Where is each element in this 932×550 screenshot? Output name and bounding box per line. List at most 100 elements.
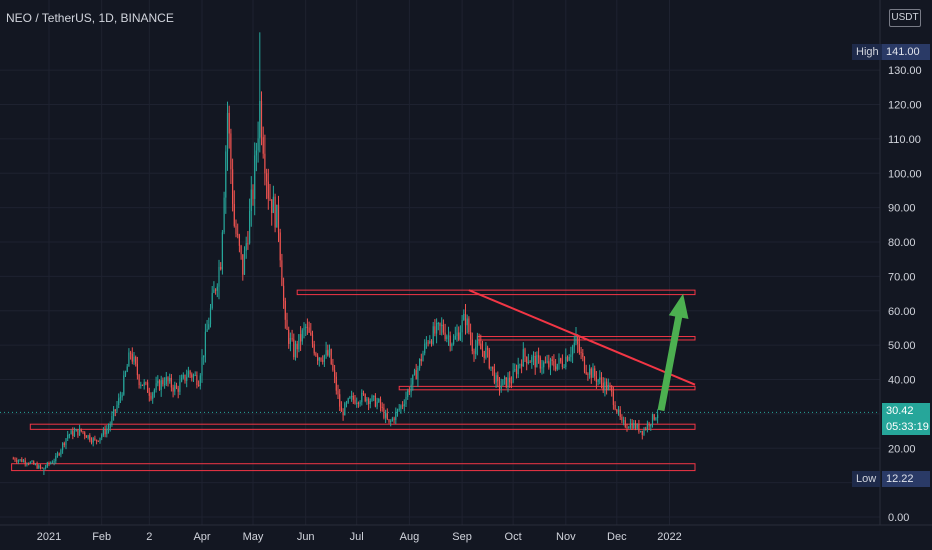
candle-body <box>283 285 285 301</box>
candle-body <box>374 395 376 407</box>
price-tick-label: 90.00 <box>888 203 916 215</box>
candle-body <box>449 335 451 347</box>
candle-body <box>121 394 123 398</box>
candle-body <box>289 338 291 344</box>
candle-body <box>488 349 490 369</box>
price-tick-label: 70.00 <box>888 271 916 283</box>
price-tick-label: 100.00 <box>888 168 922 180</box>
candle-body <box>41 467 43 469</box>
candle-body <box>590 368 592 378</box>
candle-body <box>230 133 232 170</box>
candle-body <box>342 411 344 416</box>
candle-body <box>616 409 618 413</box>
candle-body <box>500 385 502 389</box>
candle-body <box>335 376 337 391</box>
candle-body <box>318 357 320 361</box>
candle-body <box>563 366 565 368</box>
candle-body <box>211 292 213 309</box>
candle-body <box>87 435 89 438</box>
candle-body <box>109 423 111 428</box>
candle-body <box>271 199 273 213</box>
candle-body <box>56 453 59 456</box>
candle-body <box>204 331 206 356</box>
candle-body <box>432 326 434 344</box>
currency-unit-button[interactable]: USDT <box>889 9 921 27</box>
candle-body <box>43 467 45 469</box>
candle-body <box>478 340 480 344</box>
candle-body <box>420 359 422 362</box>
candle-body <box>555 366 557 370</box>
candle-body <box>19 459 21 461</box>
candle-body <box>184 374 186 381</box>
candle-body <box>645 428 647 430</box>
candle-body <box>191 374 193 378</box>
candle-body <box>269 198 271 200</box>
candle-body <box>21 459 23 462</box>
candle-body <box>79 428 81 436</box>
candle-body <box>521 364 523 367</box>
candle-body <box>393 418 395 420</box>
candle-body <box>90 440 93 443</box>
candle-body <box>257 138 259 151</box>
candle-body <box>221 232 223 270</box>
candle-body <box>531 357 533 362</box>
candle-body <box>553 361 555 367</box>
time-axis[interactable]: 2021 Feb 2 Apr May Jun Jul Aug Sep Oct Nov Dec 2022 <box>37 531 682 543</box>
time-tick-label: Jul <box>350 531 364 543</box>
candle-body <box>612 391 614 406</box>
candle-body <box>136 363 138 376</box>
low-label: Low <box>852 471 881 487</box>
candle-body <box>556 363 558 370</box>
candle-body <box>172 387 174 392</box>
candle-body <box>430 341 433 344</box>
candle-body <box>534 355 536 368</box>
candle-body <box>597 379 599 382</box>
candle-body <box>264 153 266 174</box>
candle-body <box>604 381 606 391</box>
candle-body <box>73 431 76 436</box>
candle-body <box>624 420 626 427</box>
candle-body <box>419 359 421 369</box>
candle-body <box>298 334 300 350</box>
candle-body <box>529 361 531 363</box>
candle-body <box>220 267 222 270</box>
candle-body <box>301 330 303 342</box>
candle-body <box>565 356 567 367</box>
time-tick-label: Sep <box>452 531 472 543</box>
candle-body <box>332 364 334 371</box>
candle-body <box>434 326 436 334</box>
symbol-title[interactable]: NEO / TetherUS, 1D, BINANCE <box>6 11 174 25</box>
candle-body <box>628 427 630 429</box>
candle-body <box>566 356 569 361</box>
candle-body <box>328 349 331 356</box>
candle-body <box>607 384 609 391</box>
candle-body <box>36 464 38 469</box>
candle-body <box>279 232 281 261</box>
candle-body <box>595 376 597 382</box>
candle-body <box>284 300 286 320</box>
candle-body <box>255 150 257 156</box>
candle-body <box>63 443 65 445</box>
candle-body <box>174 385 176 392</box>
candle-body <box>46 462 48 467</box>
candle-body <box>515 369 518 375</box>
candle-body <box>334 370 336 377</box>
candle-body <box>305 326 307 328</box>
candle-body <box>70 430 72 435</box>
candle-body <box>466 318 468 326</box>
candle-body <box>633 422 635 429</box>
descending-trendline <box>468 289 696 386</box>
candle-body <box>572 346 574 355</box>
candle-body <box>96 439 98 441</box>
candle-body <box>417 368 419 380</box>
candle-body <box>447 335 450 337</box>
candle-body <box>216 286 218 291</box>
candle-body <box>199 375 201 387</box>
candle-body <box>259 100 261 139</box>
candle-body <box>322 360 324 362</box>
candle-body <box>470 332 472 340</box>
time-tick-label: 2021 <box>37 531 61 543</box>
candle-body <box>249 211 251 244</box>
